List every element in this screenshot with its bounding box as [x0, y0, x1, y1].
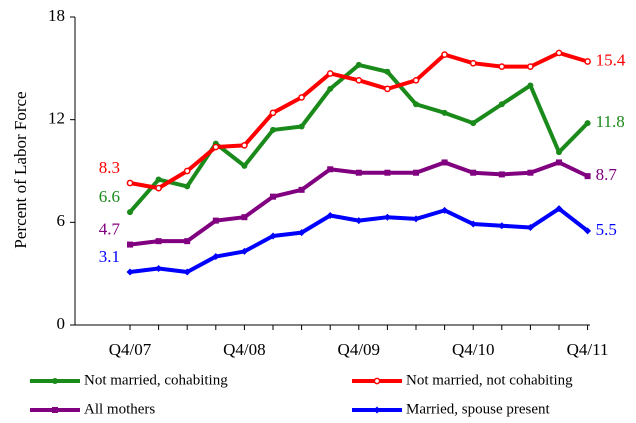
legend-label: All mothers	[84, 401, 155, 417]
point	[212, 253, 220, 261]
point	[183, 167, 191, 175]
point	[269, 109, 277, 117]
point	[441, 51, 448, 58]
legend-marker	[373, 406, 381, 414]
legend-label: Not married, cohabiting	[84, 372, 228, 388]
series-line	[128, 62, 590, 214]
y-axis-label: Percent of Labor Force	[11, 91, 30, 248]
point	[413, 169, 419, 176]
point	[384, 169, 391, 176]
point	[241, 162, 248, 169]
point	[527, 63, 534, 70]
point	[155, 265, 163, 273]
point	[355, 217, 363, 225]
x-tick-label: Q4/10	[452, 340, 495, 359]
point	[212, 143, 220, 151]
point	[270, 126, 276, 133]
legend-marker	[52, 407, 58, 413]
point	[355, 61, 362, 68]
point	[155, 176, 162, 183]
point	[212, 217, 219, 224]
end-label: 8.7	[596, 165, 618, 184]
x-tick-label: Q4/08	[223, 340, 266, 359]
start-label: 3.1	[99, 247, 120, 266]
point	[555, 49, 563, 57]
point	[383, 213, 391, 221]
point	[412, 215, 420, 223]
point	[183, 268, 191, 276]
point	[155, 238, 162, 245]
point	[127, 241, 133, 248]
end-label: 11.8	[596, 112, 625, 131]
x-tick-label: Q4/07	[109, 340, 152, 359]
point	[155, 184, 162, 192]
point	[240, 247, 248, 255]
point	[126, 268, 134, 276]
point	[556, 149, 562, 156]
point	[298, 186, 305, 193]
point	[470, 120, 477, 127]
point	[384, 68, 391, 75]
point	[298, 94, 305, 101]
point	[241, 141, 248, 149]
legend-marker	[373, 377, 381, 385]
point	[413, 101, 419, 108]
point	[584, 120, 591, 127]
point	[127, 209, 133, 216]
start-label: 6.6	[99, 187, 120, 206]
y-tick-label: 0	[57, 314, 66, 333]
y-tick-label: 6	[57, 211, 66, 230]
point	[498, 171, 505, 178]
point	[270, 193, 276, 200]
point	[412, 76, 420, 84]
point	[326, 70, 334, 77]
y-tick-label: 12	[48, 109, 65, 128]
point	[470, 169, 477, 176]
point	[126, 179, 134, 187]
point	[498, 222, 506, 230]
point	[498, 101, 505, 108]
point	[327, 166, 334, 173]
point	[184, 183, 191, 190]
point	[527, 169, 534, 176]
point	[441, 109, 448, 116]
point	[469, 220, 477, 228]
point	[584, 58, 591, 65]
point	[556, 159, 562, 166]
point	[527, 82, 534, 89]
x-tick-label: Q4/11	[567, 340, 609, 359]
point	[269, 232, 277, 240]
point	[441, 159, 448, 166]
point	[384, 85, 391, 93]
start-label: 8.3	[99, 158, 120, 177]
point	[469, 59, 477, 67]
point	[326, 211, 334, 219]
point	[355, 169, 362, 176]
point	[555, 205, 563, 213]
end-label: 15.4	[596, 50, 626, 69]
point	[441, 206, 449, 214]
x-tick-label: Q4/09	[338, 340, 381, 359]
point	[498, 63, 506, 70]
start-label: 4.7	[99, 219, 121, 238]
legend-label: Married, spouse present	[406, 401, 551, 417]
point	[327, 85, 334, 92]
legend-label: Not married, not cohabiting	[406, 372, 573, 388]
point	[298, 229, 306, 237]
point	[584, 227, 592, 235]
y-tick-label: 18	[48, 6, 65, 25]
point	[241, 214, 248, 221]
point	[298, 123, 305, 130]
point	[184, 238, 191, 245]
legend-marker	[52, 378, 58, 384]
point	[355, 76, 363, 84]
point	[584, 173, 591, 180]
end-label: 5.5	[596, 220, 617, 239]
point	[526, 223, 534, 231]
